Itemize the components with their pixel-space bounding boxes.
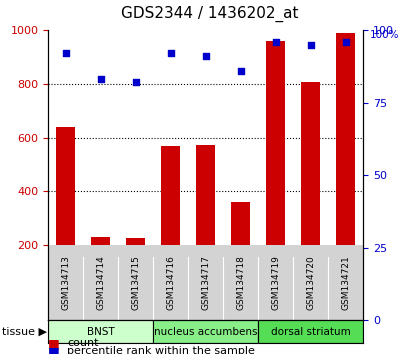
Bar [161,145,181,245]
Text: GDS2344 / 1436202_at: GDS2344 / 1436202_at [121,5,299,22]
Text: GSM134720: GSM134720 [306,255,315,310]
Text: 100%: 100% [370,30,399,40]
Text: GSM134715: GSM134715 [131,255,140,310]
Text: dorsal striatum: dorsal striatum [271,327,351,337]
Point [63,51,69,56]
Text: nucleus accumbens: nucleus accumbens [154,327,257,337]
Point [342,39,349,45]
Bar [48,320,153,343]
Text: GSM134714: GSM134714 [96,255,105,310]
Bar [56,127,76,245]
Point [168,51,174,56]
Text: ■: ■ [48,345,60,354]
Bar [196,145,215,245]
Point [237,68,244,74]
Bar [231,202,250,245]
Point [273,39,279,45]
Text: BNST: BNST [87,327,115,337]
Bar [48,245,363,320]
Bar [258,320,363,343]
Point [132,80,139,85]
Bar [126,238,145,245]
Text: GSM134713: GSM134713 [61,255,70,310]
Text: percentile rank within the sample: percentile rank within the sample [67,346,255,354]
Point [97,76,104,82]
Text: GSM134721: GSM134721 [341,255,350,310]
Text: tissue ▶: tissue ▶ [2,327,47,337]
Text: GSM134716: GSM134716 [166,255,175,310]
Text: GSM134718: GSM134718 [236,255,245,310]
Text: count: count [67,338,99,348]
Bar [91,236,110,245]
Text: GSM134717: GSM134717 [201,255,210,310]
Text: GSM134719: GSM134719 [271,255,280,310]
Bar [336,33,355,245]
Bar [153,320,258,343]
Text: ■: ■ [48,337,60,350]
Point [307,42,314,47]
Point [202,53,209,59]
Bar [266,41,286,245]
Bar [301,82,320,245]
